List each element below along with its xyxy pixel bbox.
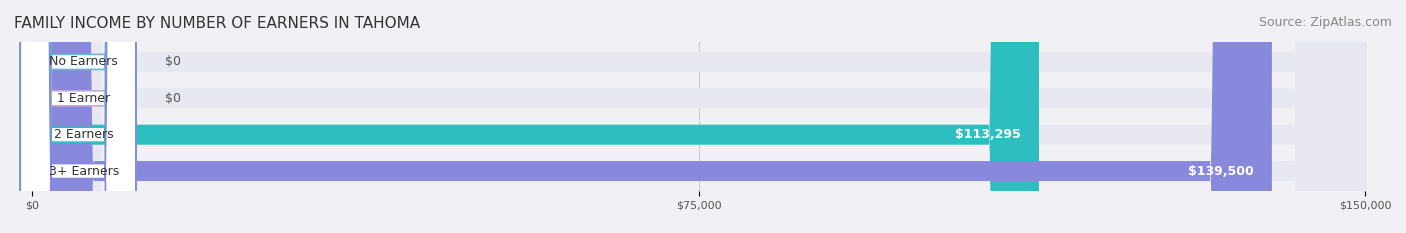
Text: $113,295: $113,295	[956, 128, 1021, 141]
FancyBboxPatch shape	[32, 0, 1365, 233]
FancyBboxPatch shape	[20, 0, 136, 233]
Text: 2 Earners: 2 Earners	[53, 128, 114, 141]
FancyBboxPatch shape	[32, 0, 1365, 233]
Text: No Earners: No Earners	[49, 55, 118, 69]
Text: $139,500: $139,500	[1188, 164, 1254, 178]
Text: 1 Earner: 1 Earner	[58, 92, 111, 105]
FancyBboxPatch shape	[20, 0, 136, 233]
FancyBboxPatch shape	[20, 0, 136, 233]
FancyBboxPatch shape	[20, 0, 136, 233]
Text: $0: $0	[165, 92, 181, 105]
Text: FAMILY INCOME BY NUMBER OF EARNERS IN TAHOMA: FAMILY INCOME BY NUMBER OF EARNERS IN TA…	[14, 16, 420, 31]
FancyBboxPatch shape	[32, 0, 1365, 233]
FancyBboxPatch shape	[32, 0, 1365, 233]
FancyBboxPatch shape	[32, 0, 1272, 233]
Text: $0: $0	[165, 55, 181, 69]
FancyBboxPatch shape	[32, 0, 1039, 233]
Text: 3+ Earners: 3+ Earners	[49, 164, 120, 178]
Text: Source: ZipAtlas.com: Source: ZipAtlas.com	[1258, 16, 1392, 29]
